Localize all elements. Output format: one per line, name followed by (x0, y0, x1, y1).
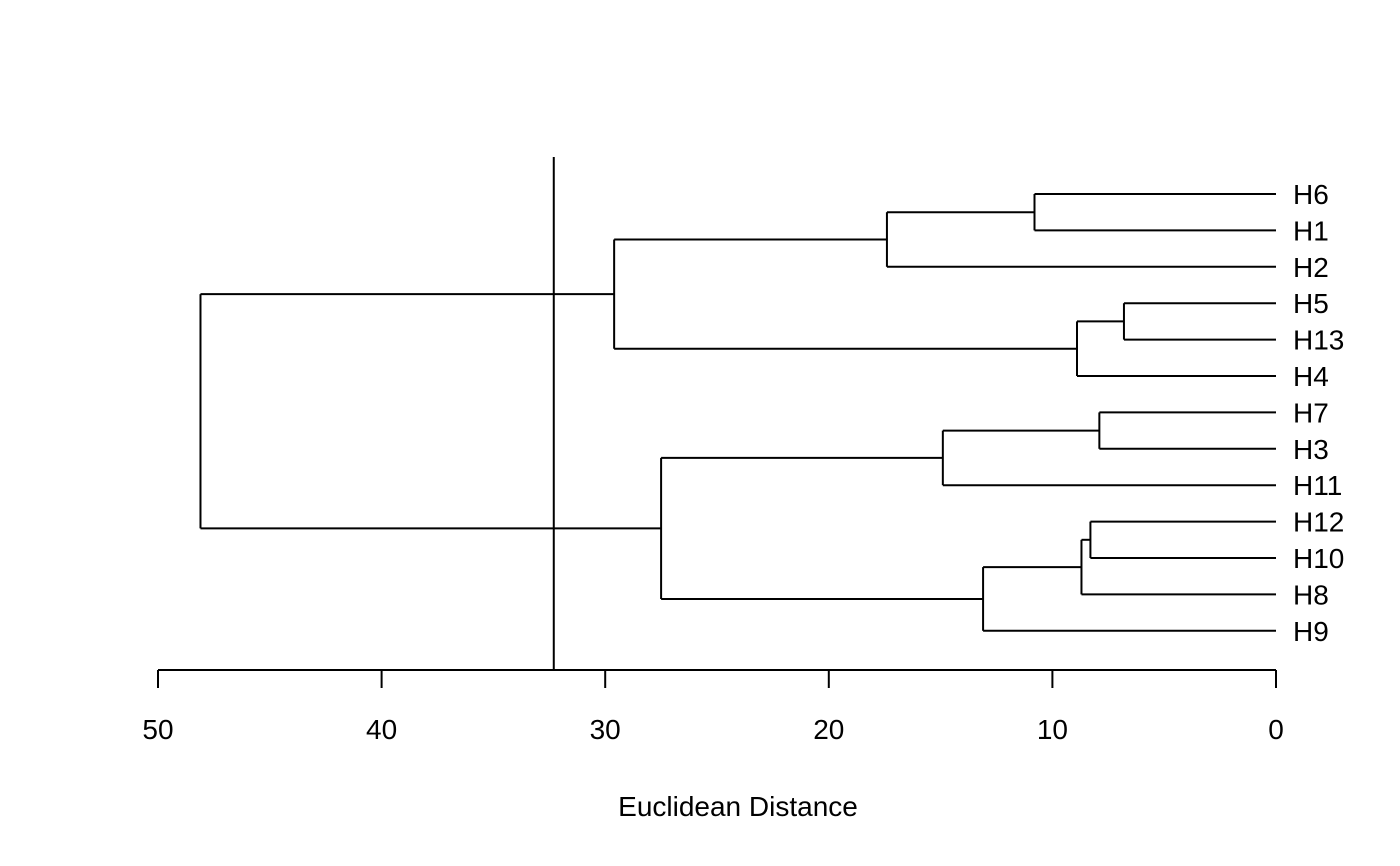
leaf-labels: H6 H1 H2 H5 H13 H4 H7 H3 H11 H12 H10 H8 H9 (1293, 179, 1344, 647)
leaf-label: H12 (1293, 507, 1344, 538)
x-axis-title: Euclidean Distance (618, 791, 858, 822)
x-tick-label: 30 (590, 714, 621, 745)
leaf-label: H4 (1293, 361, 1329, 392)
leaf-label: H6 (1293, 179, 1329, 210)
x-tick-label: 50 (142, 714, 173, 745)
leaf-label: H11 (1293, 470, 1342, 501)
leaf-label: H3 (1293, 434, 1329, 465)
x-tick-label: 10 (1037, 714, 1068, 745)
x-axis: 50 40 30 20 10 0 (142, 669, 1284, 745)
x-axis-ticks: 50 40 30 20 10 0 (142, 670, 1284, 745)
leaf-label: H7 (1293, 397, 1329, 428)
x-tick-label: 40 (366, 714, 397, 745)
leaf-label: H9 (1293, 616, 1329, 647)
leaf-label: H5 (1293, 288, 1329, 319)
leaf-label: H13 (1293, 325, 1344, 356)
leaf-label: H1 (1293, 215, 1329, 246)
dendrogram-links (199, 193, 1276, 632)
leaf-label: H8 (1293, 579, 1329, 610)
leaf-label: H2 (1293, 252, 1329, 283)
leaf-label: H10 (1293, 543, 1344, 574)
x-tick-label: 20 (813, 714, 844, 745)
x-tick-label: 0 (1268, 714, 1284, 745)
